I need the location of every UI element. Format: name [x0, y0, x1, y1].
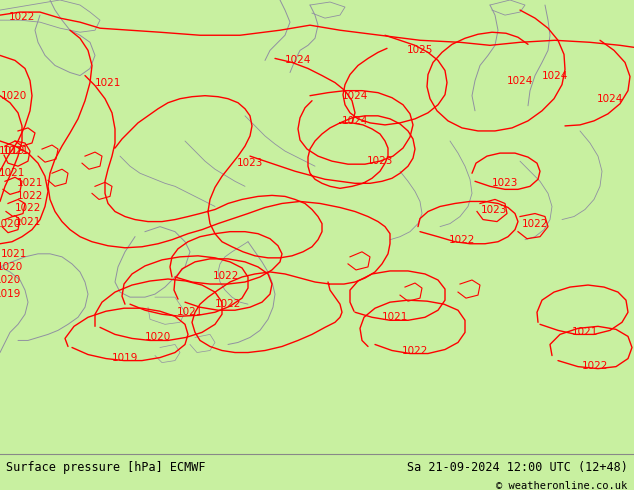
Text: 1023: 1023: [237, 158, 263, 168]
Text: 1022: 1022: [9, 12, 36, 22]
Text: 1024: 1024: [597, 94, 623, 104]
Text: 1022: 1022: [15, 203, 41, 214]
Text: 1021: 1021: [0, 168, 25, 178]
Text: 1022: 1022: [522, 219, 548, 229]
Text: 1023: 1023: [492, 178, 518, 188]
Text: 1019: 1019: [112, 353, 138, 363]
Text: 1023: 1023: [481, 204, 507, 215]
Text: 1024: 1024: [507, 75, 533, 86]
Text: 1022: 1022: [402, 345, 428, 356]
Text: 1020: 1020: [0, 219, 21, 229]
Text: 1024: 1024: [342, 116, 368, 126]
Text: 1022: 1022: [582, 361, 608, 370]
Text: 1022: 1022: [213, 271, 239, 281]
Text: 1021: 1021: [3, 146, 29, 156]
Text: 1020: 1020: [0, 262, 23, 272]
Text: Sa 21-09-2024 12:00 UTC (12+48): Sa 21-09-2024 12:00 UTC (12+48): [407, 461, 628, 474]
Text: 1021: 1021: [95, 77, 121, 88]
Text: 1021: 1021: [572, 327, 598, 338]
Text: 1022: 1022: [449, 235, 476, 245]
Text: 1019: 1019: [0, 146, 25, 156]
Text: 1022: 1022: [17, 192, 43, 201]
Text: 1023: 1023: [367, 156, 393, 166]
Text: 1020: 1020: [0, 275, 21, 285]
Text: 1025: 1025: [407, 46, 433, 55]
Text: 1024: 1024: [342, 91, 368, 100]
Text: 1021: 1021: [177, 307, 203, 317]
Text: 1024: 1024: [542, 71, 568, 80]
Text: 1019: 1019: [0, 289, 21, 299]
Text: Surface pressure [hPa] ECMWF: Surface pressure [hPa] ECMWF: [6, 461, 206, 474]
Text: 1021: 1021: [15, 217, 41, 226]
Text: 1021: 1021: [17, 178, 43, 188]
Text: © weatheronline.co.uk: © weatheronline.co.uk: [496, 481, 628, 490]
Text: 1020: 1020: [145, 332, 171, 343]
Text: 1021: 1021: [1, 249, 27, 259]
Text: 1021: 1021: [382, 312, 408, 322]
Text: 1020: 1020: [1, 91, 27, 100]
Text: 1024: 1024: [285, 55, 311, 66]
Text: 1022: 1022: [215, 299, 241, 309]
